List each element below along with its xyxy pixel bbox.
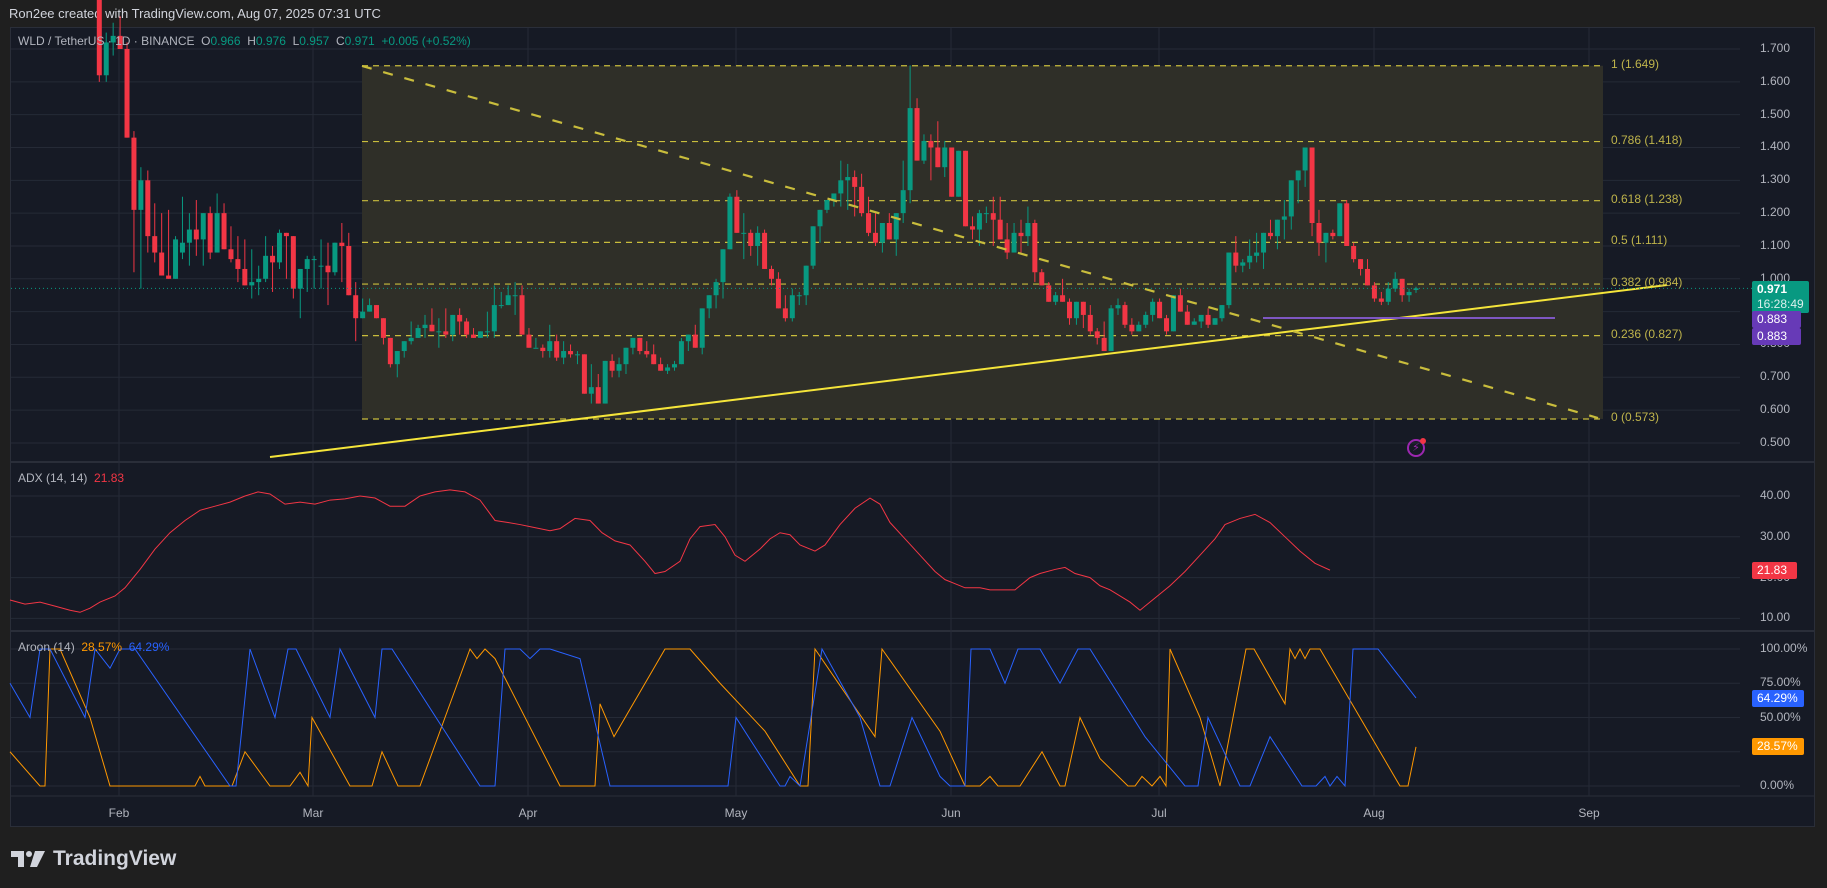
price-tick: 1.300 bbox=[1760, 172, 1791, 187]
aroon-legend[interactable]: Aroon (14) 28.57% 64.29% bbox=[18, 640, 169, 654]
open-value: 0.966 bbox=[210, 34, 241, 48]
price-tick: 1.500 bbox=[1760, 106, 1791, 121]
aroon-tick: 0.00% bbox=[1760, 778, 1795, 792]
tradingview-logo-icon bbox=[11, 851, 45, 867]
price-tick: 0.700 bbox=[1760, 369, 1791, 384]
price-tick: 1.600 bbox=[1760, 73, 1791, 88]
month-label-aug: Aug bbox=[1363, 806, 1385, 820]
month-label-jul: Jul bbox=[1151, 806, 1167, 820]
last-price: 0.971 bbox=[1757, 282, 1788, 296]
aroon-down-value: 64.29% bbox=[128, 640, 170, 654]
price-tick: 1.700 bbox=[1760, 41, 1791, 55]
month-label-may: May bbox=[724, 806, 748, 820]
adx-value: 21.83 bbox=[94, 471, 125, 485]
adx-tick: 10.00 bbox=[1760, 610, 1791, 625]
fib-level-label: 0.5 (1.111) bbox=[1611, 233, 1668, 248]
aroon-tick: 50.00% bbox=[1760, 709, 1801, 724]
aroon-up-badge: 28.57% bbox=[1752, 738, 1804, 755]
close-value: 0.971 bbox=[344, 34, 375, 48]
adx-tick: 40.00 bbox=[1760, 488, 1791, 502]
lightning-alert-icon[interactable]: ⚡ bbox=[1407, 438, 1426, 457]
adx-title: ADX (14, 14) bbox=[18, 471, 88, 485]
hline-price-badge-1: 0.883 bbox=[1752, 311, 1802, 328]
month-label-feb: Feb bbox=[108, 806, 130, 820]
price-tick: 1.100 bbox=[1760, 237, 1791, 252]
aroon-tick: 100.00% bbox=[1760, 641, 1808, 655]
hline-price-badge-2: 0.883 bbox=[1752, 328, 1802, 345]
price-tick: 1.200 bbox=[1760, 205, 1791, 220]
aroon-tick: 75.00% bbox=[1760, 675, 1801, 690]
chart-credit: Ron2ee created with TradingView.com, Aug… bbox=[9, 6, 381, 21]
adx-tick: 30.00 bbox=[1760, 528, 1791, 543]
aroon-up-value: 28.57% bbox=[81, 640, 123, 654]
fib-level-label: 0 (0.573) bbox=[1611, 409, 1660, 424]
low-label: L bbox=[292, 34, 300, 48]
high-label: H bbox=[247, 34, 256, 48]
fib-level-label: 1 (1.649) bbox=[1611, 56, 1660, 71]
logo-text: TradingView bbox=[53, 847, 177, 870]
high-value: 0.976 bbox=[255, 34, 286, 48]
month-label-jun: Jun bbox=[941, 806, 961, 820]
adx-legend[interactable]: ADX (14, 14) 21.83 bbox=[18, 471, 124, 485]
aroon-title: Aroon (14) bbox=[18, 640, 75, 654]
month-label-apr: Apr bbox=[518, 806, 538, 820]
notification-dot bbox=[1420, 438, 1426, 444]
fib-level-label: 0.236 (0.827) bbox=[1611, 326, 1683, 341]
bar-countdown: 16:28:49 bbox=[1757, 297, 1804, 311]
tradingview-logo[interactable]: TradingView bbox=[11, 847, 176, 871]
symbol-legend: WLD / TetherUS · 1D · BINANCE O0.966 H0.… bbox=[18, 34, 471, 48]
price-tick: 1.400 bbox=[1760, 139, 1791, 154]
price-tick: 0.500 bbox=[1760, 434, 1791, 449]
last-price-badge: 0.971 16:28:49 bbox=[1752, 281, 1809, 313]
price-tick: 0.600 bbox=[1760, 402, 1791, 417]
low-value: 0.957 bbox=[299, 34, 330, 48]
change-value: +0.005 (+0.52%) bbox=[381, 34, 471, 48]
adx-value-badge: 21.83 bbox=[1752, 562, 1798, 579]
open-label: O bbox=[201, 34, 211, 48]
month-label-mar: Mar bbox=[302, 806, 324, 820]
fib-level-label: 0.382 (0.984) bbox=[1611, 275, 1683, 290]
month-label-sep: Sep bbox=[1578, 806, 1600, 820]
fib-level-label: 0.618 (1.238) bbox=[1611, 191, 1683, 206]
symbol-title[interactable]: WLD / TetherUS · 1D · BINANCE bbox=[18, 34, 195, 48]
fib-level-label: 0.786 (1.418) bbox=[1611, 132, 1683, 147]
close-label: C bbox=[335, 34, 345, 48]
aroon-down-badge: 64.29% bbox=[1752, 690, 1804, 707]
